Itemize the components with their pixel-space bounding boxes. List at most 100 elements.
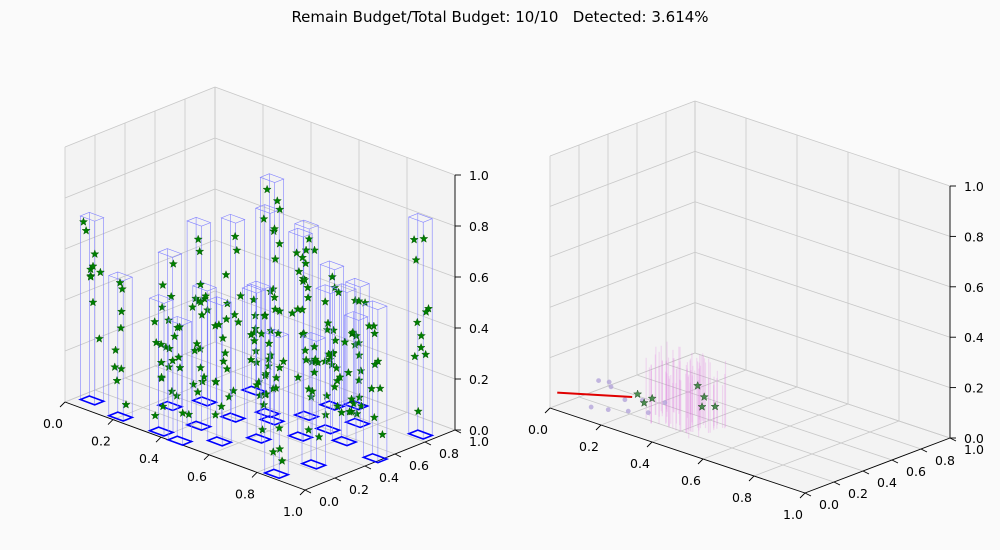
detection-star <box>150 410 160 420</box>
detection-star <box>697 402 707 411</box>
detection-star <box>304 384 314 393</box>
right-back-pane <box>695 101 950 438</box>
left-x-tick <box>107 419 114 425</box>
sensor-footprint <box>330 435 359 447</box>
right-side-pane <box>550 101 695 408</box>
detection-star <box>360 298 370 307</box>
right-grid-line <box>702 403 849 460</box>
right-x-tick-label: 0.0 <box>528 422 548 437</box>
detection-star <box>88 297 98 307</box>
detection-star <box>413 406 423 416</box>
sensor-footprint <box>286 431 315 442</box>
column-group <box>147 294 176 437</box>
right-z-tick-label: 1.0 <box>964 179 984 194</box>
right-z-tick-label: 0.6 <box>964 280 984 295</box>
detection-star <box>330 382 340 391</box>
detection-star <box>309 245 320 255</box>
sensor-footprint <box>292 410 321 422</box>
left-z-tick-label: 0.0 <box>469 423 489 438</box>
right-x-tick <box>697 458 704 465</box>
detection-star <box>343 367 353 377</box>
right-y-tick-label: 0.8 <box>935 453 955 468</box>
sensor-footprint <box>406 429 435 440</box>
column-top <box>79 212 105 222</box>
detection-star <box>195 344 205 353</box>
detection-star <box>264 361 274 370</box>
detection-star <box>269 292 280 302</box>
detection-star <box>252 357 262 367</box>
detection-star <box>78 217 89 226</box>
right-points <box>588 378 668 416</box>
sensor-footprint <box>258 415 286 426</box>
detection-star <box>275 363 285 372</box>
detection-star <box>220 348 230 357</box>
sensor-footprint <box>165 435 194 446</box>
detection-star <box>300 275 310 284</box>
column-group <box>343 277 372 429</box>
detection-star <box>409 234 419 244</box>
scatter-point <box>608 384 614 390</box>
right-grid-line <box>549 352 696 409</box>
column-group <box>299 332 328 470</box>
scatter-point <box>596 378 601 383</box>
detection-star <box>364 321 374 330</box>
detection-star <box>262 184 272 194</box>
right-x-tick-label: 0.4 <box>630 456 650 471</box>
sensor-footprint <box>147 426 176 437</box>
column-group <box>258 173 286 426</box>
detection-star <box>693 381 703 390</box>
right-x-tick <box>646 441 653 448</box>
detection-star <box>216 401 226 411</box>
left-grid-line <box>94 389 336 479</box>
column-top <box>220 213 246 224</box>
detection-star <box>320 297 330 306</box>
left-grid-line <box>64 239 216 301</box>
detection-star <box>81 225 91 235</box>
detection-star <box>90 249 100 258</box>
detection-star <box>369 412 379 422</box>
detection-star <box>275 204 285 214</box>
detection-star <box>303 293 313 302</box>
detection-star <box>195 246 205 256</box>
detection-star <box>110 362 120 371</box>
detection-star <box>710 401 720 411</box>
detection-star <box>419 234 429 243</box>
detection-star <box>301 258 311 268</box>
scatter-point <box>606 379 612 385</box>
detection-star <box>115 278 125 287</box>
right-grid-line <box>753 420 900 477</box>
right-z-tick-label: 0.0 <box>964 431 984 446</box>
sensor-footprint <box>318 400 346 411</box>
left-y-tick <box>364 465 372 470</box>
detection-star <box>261 369 271 378</box>
chart-left-3d-scatter: 0.00.20.40.60.81.00.00.20.40.60.81.00.00… <box>43 86 489 519</box>
right-y-tick <box>862 470 870 475</box>
detection-star <box>95 267 105 277</box>
scatter-point <box>605 407 611 413</box>
detection-star <box>416 331 426 340</box>
detection-star <box>164 362 174 371</box>
detection-star <box>197 310 207 319</box>
detection-star <box>166 291 176 301</box>
detection-star <box>337 407 347 417</box>
detection-star <box>421 349 431 359</box>
detection-star <box>252 380 262 389</box>
right-axes: 0.00.20.40.60.81.00.00.20.40.60.81.00.00… <box>528 100 984 522</box>
detection-star <box>259 214 269 223</box>
sensor-footprint <box>190 396 219 407</box>
detection-star <box>309 342 319 351</box>
sensor-footprint <box>343 417 372 429</box>
detection-star <box>193 387 203 396</box>
detection-star <box>196 363 206 372</box>
right-grid-line <box>549 201 696 258</box>
sensor-footprint <box>205 436 234 447</box>
detection-star <box>236 291 246 300</box>
detection-star <box>249 328 259 337</box>
detection-star <box>178 408 188 418</box>
detection-star <box>334 287 344 297</box>
detection-star <box>354 392 365 402</box>
detection-star <box>222 364 232 373</box>
sensor-footprint <box>78 395 106 406</box>
right-x-tick <box>799 492 806 499</box>
detection-star <box>332 376 342 385</box>
